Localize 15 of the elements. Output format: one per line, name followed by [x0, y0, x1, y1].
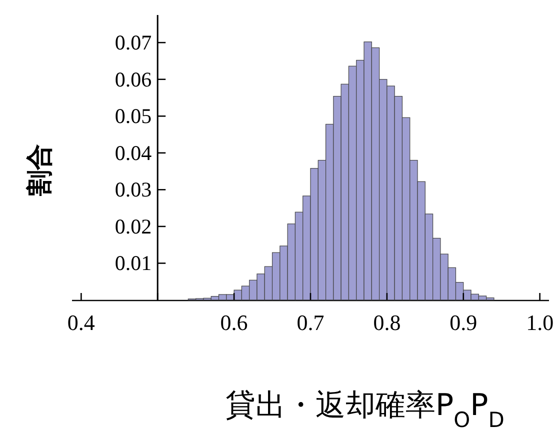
y-tick-label: 0.02: [114, 214, 152, 238]
x-tick-label: 0.4: [67, 310, 95, 335]
x-tick-label: 0.7: [296, 310, 324, 335]
x-tick-label: 0.6: [220, 310, 248, 335]
y-tick-label: 0.05: [114, 104, 152, 128]
y-tick-label: 0.01: [114, 251, 152, 276]
y-tick-label: 0.03: [114, 178, 152, 202]
x-tick-label: 0.9: [450, 310, 478, 335]
y-axis-title: 割合: [25, 144, 55, 197]
y-tick-label: 0.07: [114, 30, 152, 55]
x-axis-title: 貸出・返却確率P$_{O}$P$_{D}$: [226, 388, 504, 432]
x-tick-label: 0.8: [373, 310, 401, 335]
x-tick-label: 1.0: [526, 310, 554, 335]
y-tick-label: 0.06: [114, 67, 152, 92]
y-tick-label: 0.04: [114, 140, 152, 165]
